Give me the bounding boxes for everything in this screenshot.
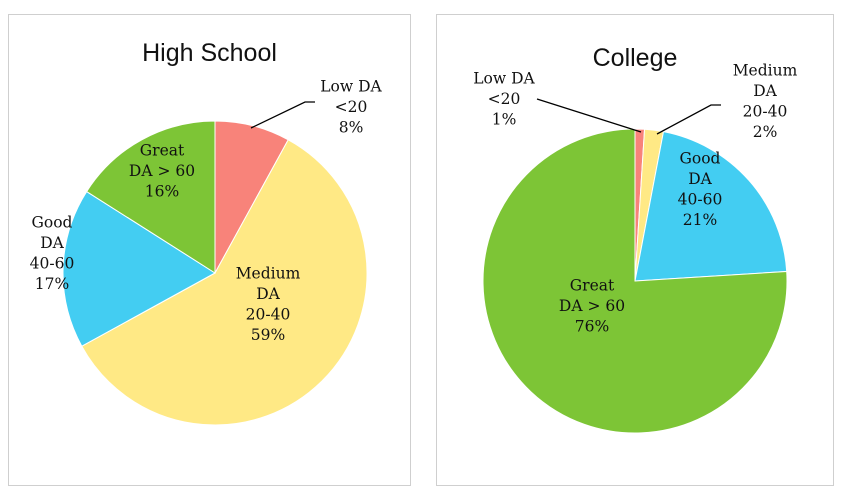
chart-title: College	[592, 44, 678, 72]
chart-title: High School	[142, 39, 277, 67]
leader-line	[250, 101, 315, 129]
medium-da-slice	[81, 139, 368, 426]
high-school-pie-chart: Low DA <20 8% Medium DA 20-40 59% Good DA 40-60 17…	[30, 78, 383, 426]
great-da-slice	[482, 128, 788, 434]
great-da-slice	[85, 120, 216, 274]
high-school-chart-panel: High School Low DA <20 8% Medium DA 20-40 59% G…	[8, 14, 411, 486]
leader-line	[656, 104, 721, 135]
good-da-label: Good DA 40-60 21%	[678, 149, 723, 229]
college-chart-panel: College Low DA <20 1% Medium DA 20-40 2% Good DA…	[436, 14, 834, 486]
leader-line	[536, 98, 642, 133]
medium-da-label: Medium DA 20-40 2%	[733, 61, 798, 141]
good-da-slice	[634, 131, 788, 282]
great-da-label: Great DA > 60 16%	[129, 142, 195, 201]
great-da-label: Great DA > 60 76%	[559, 277, 625, 336]
low-da-label: Low DA <20 1%	[473, 70, 535, 129]
medium-da-label: Medium DA 20-40 59%	[236, 264, 301, 344]
low-da-label: Low DA <20 8%	[320, 78, 382, 137]
good-da-slice	[62, 190, 216, 347]
college-pie-chart: Low DA <20 1% Medium DA 20-40 2%Good DA 40-60 21%…	[473, 61, 798, 434]
good-da-label: Good DA 40-60 17%	[30, 213, 75, 293]
